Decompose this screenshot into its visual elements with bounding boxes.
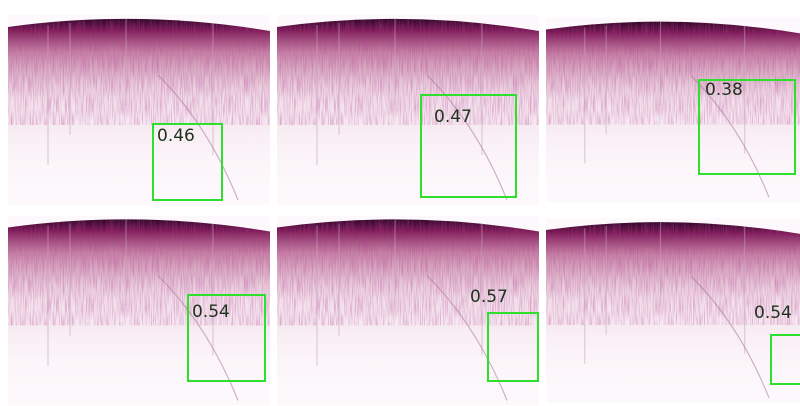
figure: 0.46 0.47 0.38 0.54 0.57 0.54 <box>0 0 800 406</box>
radargram <box>277 216 539 406</box>
score-label: 0.54 <box>754 303 792 323</box>
score-label: 0.38 <box>705 80 743 100</box>
radargram <box>277 15 539 205</box>
score-label: 0.54 <box>192 302 230 322</box>
radargram <box>8 15 270 205</box>
radargram <box>8 216 270 406</box>
page: 0.46 0.47 0.38 0.54 0.57 0.54 (() => { c… <box>0 0 800 406</box>
score-label: 0.46 <box>157 126 195 146</box>
score-label: 0.57 <box>470 287 508 307</box>
score-label: 0.47 <box>434 107 472 127</box>
